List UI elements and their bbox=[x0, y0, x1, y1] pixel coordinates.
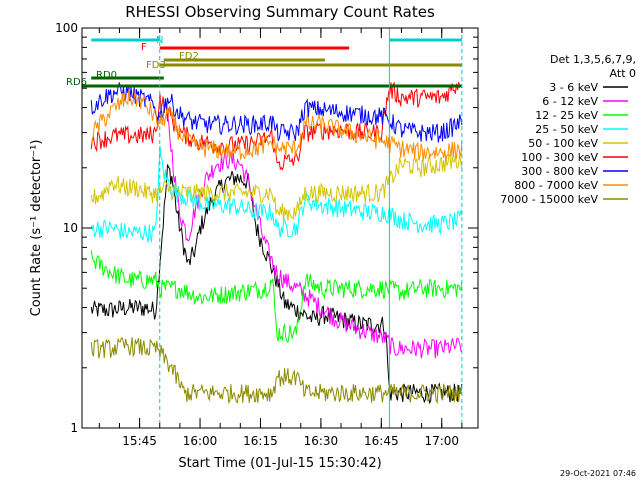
series-line-0 bbox=[90, 164, 463, 405]
x-tick-label: 16:30 bbox=[304, 434, 339, 448]
series-line-5 bbox=[90, 81, 463, 171]
legend-label: 6 - 12 keV bbox=[542, 95, 598, 108]
series-line-4 bbox=[90, 151, 463, 223]
x-axis-label: Start Time (01-Jul-15 15:30:42) bbox=[178, 456, 381, 471]
legend-label: 12 - 25 keV bbox=[535, 109, 598, 122]
series-line-7 bbox=[90, 88, 463, 162]
chart-title: RHESSI Observing Summary Count Rates bbox=[125, 3, 435, 21]
timestamp: 29-Oct-2021 07:46 bbox=[560, 469, 636, 478]
flag-label-rd0: RD0 bbox=[96, 70, 117, 81]
y-axis-label: Count Rate (s⁻¹ detector⁻¹) bbox=[29, 140, 44, 317]
legend-label: 300 - 800 keV bbox=[521, 165, 598, 178]
x-tick-label: 15:45 bbox=[122, 434, 157, 448]
series-line-2 bbox=[90, 250, 463, 344]
x-tick-label: 16:15 bbox=[243, 434, 278, 448]
plot-area: RD6 RD0 FD3 FD2 FN 1 10 100 15:45 16:00 16:15 16:30… bbox=[55, 21, 479, 448]
flag-label-f: F bbox=[141, 42, 147, 53]
legend-header-detectors: Det 1,3,5,6,7,9, bbox=[550, 53, 636, 66]
legend-label: 3 - 6 keV bbox=[549, 81, 598, 94]
legend-label: 25 - 50 keV bbox=[535, 123, 598, 136]
y-tick-label: 1 bbox=[70, 421, 78, 435]
flag-label-n: N bbox=[156, 35, 163, 46]
flag-label-fd3: FD3 bbox=[146, 60, 166, 71]
y-tick-label: 10 bbox=[63, 221, 78, 235]
series-line-3 bbox=[90, 145, 463, 243]
flag-label-rd6: RD6 bbox=[66, 77, 87, 88]
legend-label: 7000 - 15000 keV bbox=[500, 193, 598, 206]
y-tick-label: 100 bbox=[55, 21, 78, 35]
x-tick-label: 16:45 bbox=[364, 434, 399, 448]
plot-frame bbox=[81, 27, 479, 429]
x-tick-label: 17:00 bbox=[424, 434, 459, 448]
series-line-6 bbox=[90, 81, 463, 143]
flag-label-fd2: FD2 bbox=[179, 51, 199, 62]
legend-label: 800 - 7000 keV bbox=[514, 179, 598, 192]
legend-label: 100 - 300 keV bbox=[521, 151, 598, 164]
legend-label: 50 - 100 keV bbox=[528, 137, 598, 150]
legend-header-attenuator: Att 0 bbox=[610, 67, 636, 80]
series-line-8 bbox=[90, 337, 463, 405]
x-tick-label: 16:00 bbox=[183, 434, 218, 448]
series-line-1 bbox=[167, 116, 462, 359]
